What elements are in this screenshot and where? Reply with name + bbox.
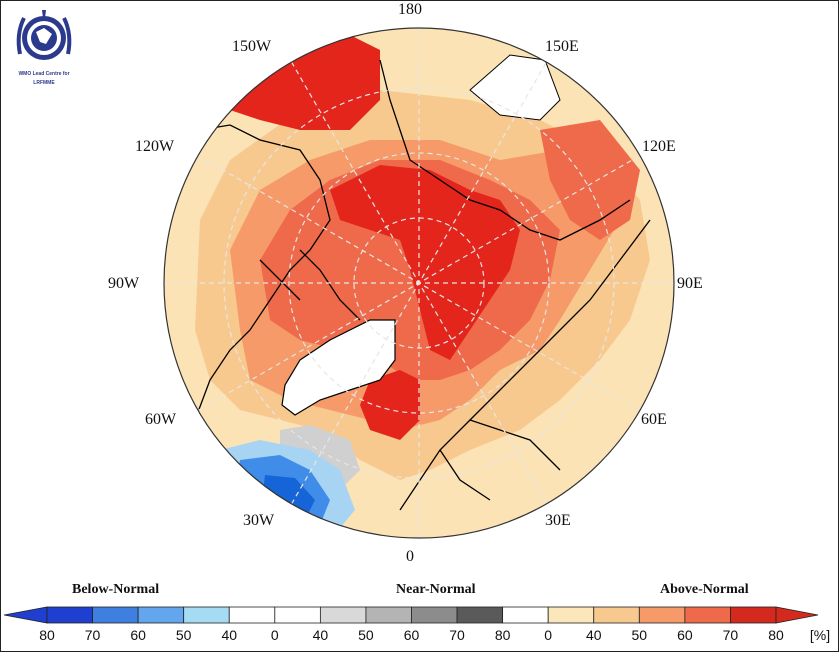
legend-tick-label: 50 xyxy=(631,627,648,643)
legend-unit-label: [%] xyxy=(809,627,831,643)
legend-cell xyxy=(274,606,321,624)
lon-label-180: 180 xyxy=(398,1,422,18)
legend-cell xyxy=(319,606,367,624)
logo-caption-line1: WMO Lead Centre for xyxy=(18,71,70,77)
polar-probability-map xyxy=(163,27,675,539)
legend-cell xyxy=(228,606,276,624)
legend-right-arrow xyxy=(775,606,819,624)
above-80-core-europe-north xyxy=(360,370,420,440)
graticule xyxy=(164,28,674,538)
legend-cell xyxy=(137,606,185,624)
lon-label-120w: 120W xyxy=(135,138,175,155)
legend-colorbar xyxy=(3,606,819,624)
lon-label-0: 0 xyxy=(406,548,414,565)
legend-tick-label: 40 xyxy=(221,627,238,643)
legend-cell xyxy=(593,606,640,624)
north-america-coastline xyxy=(194,124,361,421)
map-boundary xyxy=(163,27,675,539)
legend-tick-label: 50 xyxy=(175,627,192,643)
legend-cell xyxy=(547,606,595,624)
lon-label-60e: 60E xyxy=(641,411,667,428)
legend-cell xyxy=(684,606,731,624)
legend-tick-label: 80 xyxy=(39,627,55,643)
above-80-core-arctic xyxy=(330,165,520,360)
lon-label-90w: 90W xyxy=(108,275,140,292)
legend-left-arrow xyxy=(3,606,48,624)
legend-tick-label: 0 xyxy=(544,627,553,643)
lon-label-30e: 30E xyxy=(545,512,571,529)
legend-tick-label: 80 xyxy=(494,627,511,643)
legend-cells xyxy=(46,606,777,624)
legend-cell xyxy=(730,606,777,624)
legend-cell xyxy=(183,606,230,624)
legend-cell xyxy=(411,606,458,624)
lon-label-90e: 90E xyxy=(677,275,703,292)
lon-label-60w: 60W xyxy=(145,411,177,428)
legend-tick-label: 70 xyxy=(722,627,739,643)
legend-cell xyxy=(92,606,139,624)
legend-tick-label: 70 xyxy=(449,627,465,643)
legend-tick-label: 60 xyxy=(403,627,420,643)
legend-cell xyxy=(638,606,686,624)
no-signal-patch-bering xyxy=(469,54,561,121)
legend-cell xyxy=(365,606,412,624)
greenland-landmass xyxy=(281,319,396,416)
lon-label-150w: 150W xyxy=(232,38,272,55)
legend-tick-label: 0 xyxy=(270,627,279,643)
legend-cell xyxy=(46,606,93,624)
legend-category-below: Below-Normal xyxy=(72,582,160,597)
lon-label-30w: 30W xyxy=(243,512,275,529)
wmo-emblem-icon xyxy=(16,10,72,60)
legend-category-above: Above-Normal xyxy=(660,582,749,597)
legend-cell xyxy=(456,606,504,624)
legend-tick-label: 40 xyxy=(312,627,329,643)
legend-cell xyxy=(502,606,549,624)
legend-tick-label: 80 xyxy=(768,627,784,643)
lon-label-150e: 150E xyxy=(545,38,579,55)
legend-tick-label: 50 xyxy=(358,627,374,643)
wmo-logo xyxy=(6,4,78,96)
eurasia-coastline xyxy=(399,219,651,511)
legend-tick-label: 70 xyxy=(84,627,101,643)
legend-tick-label: 40 xyxy=(585,627,602,643)
lon-label-120e: 120E xyxy=(642,138,676,155)
legend-tick-label: 60 xyxy=(677,627,693,643)
asia-pacific-coastline xyxy=(379,59,631,241)
logo-caption-line2: LRFMME xyxy=(33,80,55,86)
legend-category-near: Near-Normal xyxy=(396,582,476,597)
legend-tick-label: 60 xyxy=(130,627,146,643)
